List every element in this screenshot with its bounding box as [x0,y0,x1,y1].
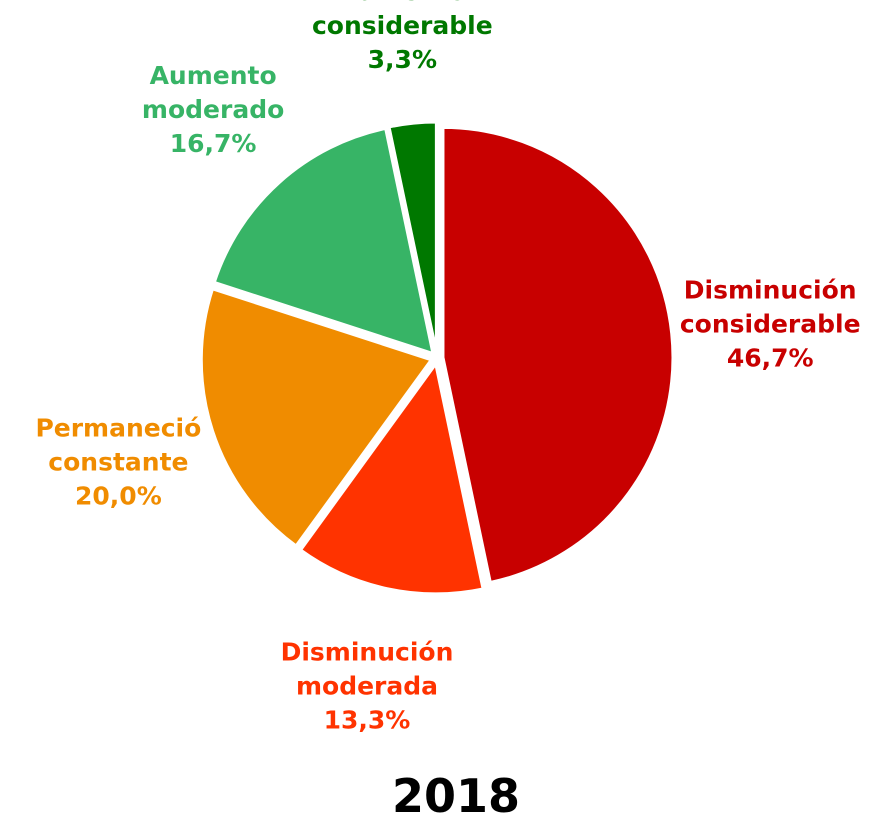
value-label: 16,7% [170,129,257,158]
slice-label: Disminución considerable [680,275,861,338]
slice-label: Permaneció constante [35,414,201,477]
value-label: 3,3% [368,45,437,74]
slice-label: Aumento moderado [142,61,284,124]
slice-label: Disminución moderada [281,638,454,701]
chart-title: 2018 [392,769,520,814]
pie-slice [387,120,438,353]
value-label: 20,0% [75,482,162,511]
pie-slice [212,126,435,356]
value-label: 46,7% [727,343,814,372]
value-label: 13,3% [324,706,411,735]
slice-label: Aumentoconsiderable [312,0,493,40]
pie-slice [298,360,485,596]
pie-slice [199,286,434,549]
pie-slice [441,125,675,585]
